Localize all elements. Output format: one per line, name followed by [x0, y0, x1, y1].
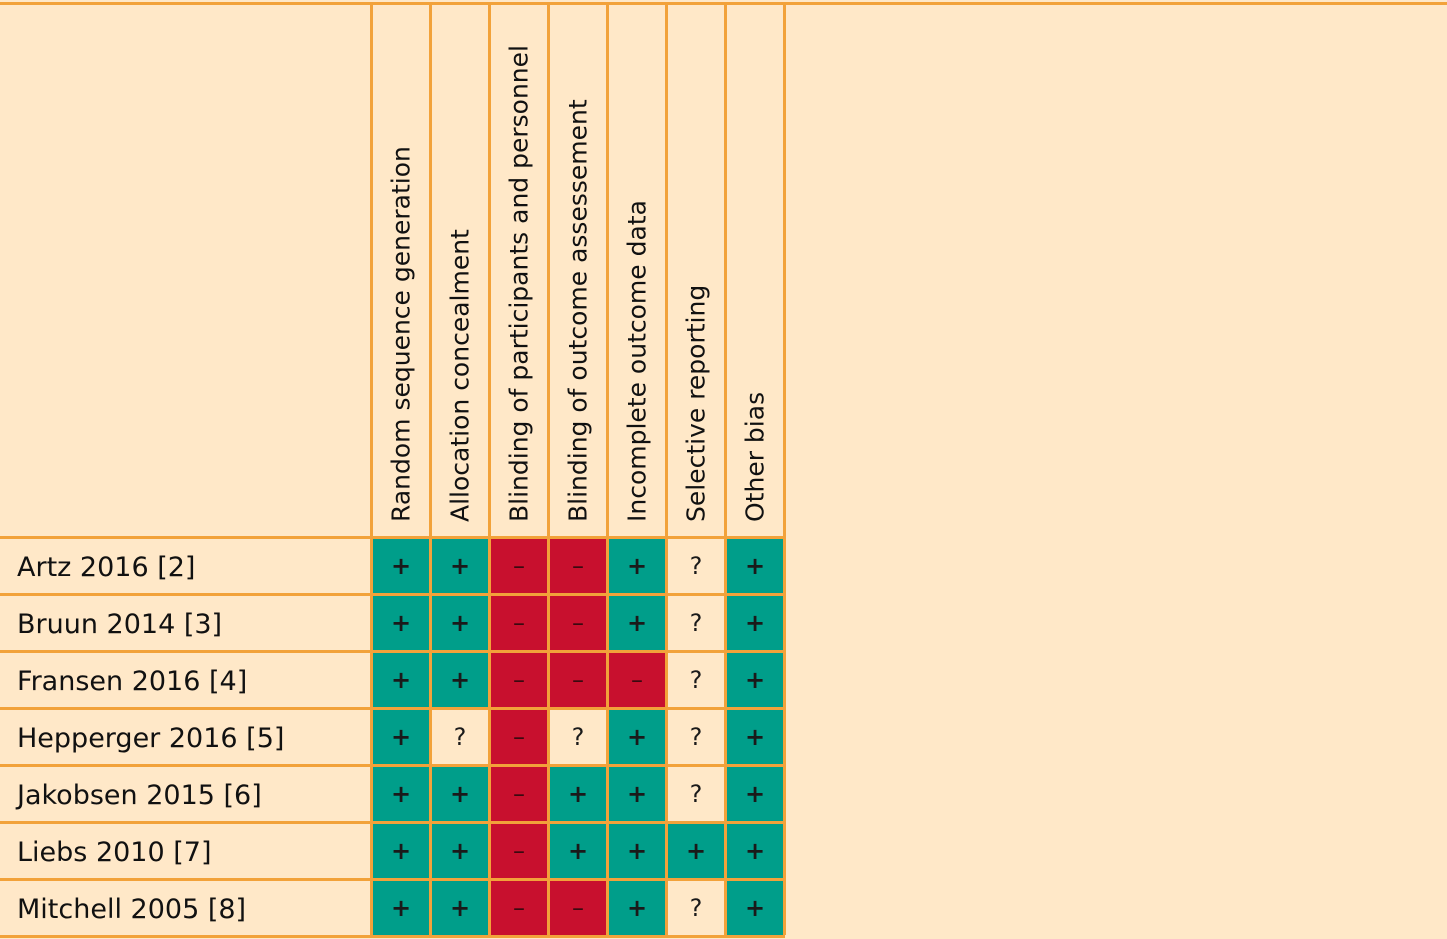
study-label: Fransen 2016 [4]: [17, 666, 248, 697]
rating-cell-low: +: [373, 881, 429, 935]
row-divider: [0, 650, 785, 653]
rating-cell-high: –: [609, 653, 665, 707]
rating-cell-low: +: [373, 653, 429, 707]
column-header: Other bias: [727, 5, 783, 522]
rating-cell-low: +: [727, 881, 783, 935]
rating-cell-high: –: [491, 824, 547, 878]
rating-cell-low: +: [609, 539, 665, 593]
column-header: Incomplete outcome data: [609, 5, 665, 522]
rating-cell-low: +: [432, 881, 488, 935]
rating-cell-low: +: [432, 824, 488, 878]
row-divider: [0, 707, 785, 710]
rating-cell-high: –: [491, 767, 547, 821]
column-header: Blinding of outcome assessement: [550, 5, 606, 522]
rating-cell-low: +: [609, 596, 665, 650]
column-header: Allocation concealment: [432, 5, 488, 522]
rating-cell-high: –: [550, 653, 606, 707]
rating-cell-low: +: [550, 824, 606, 878]
column-header: Blinding of participants and personnel: [491, 5, 547, 522]
rating-cell-unclear: ?: [432, 710, 488, 764]
rating-cell-low: +: [373, 539, 429, 593]
rating-cell-low: +: [727, 596, 783, 650]
rating-cell-unclear: ?: [550, 710, 606, 764]
rating-cell-high: –: [550, 539, 606, 593]
column-divider: [429, 2, 432, 935]
rating-cell-low: +: [432, 767, 488, 821]
column-divider: [547, 2, 550, 935]
study-label: Artz 2016 [2]: [17, 552, 196, 583]
rating-cell-low: +: [727, 539, 783, 593]
rating-cell-low: +: [432, 539, 488, 593]
column-header: Selective reporting: [668, 5, 724, 522]
row-divider: [0, 821, 785, 824]
rating-cell-low: +: [432, 653, 488, 707]
row-divider: [0, 536, 785, 539]
rating-cell-low: +: [727, 710, 783, 764]
column-header-label: Other bias: [740, 391, 770, 522]
column-header-label: Selective reporting: [681, 284, 711, 522]
rating-cell-low: +: [609, 824, 665, 878]
rating-cell-high: –: [491, 710, 547, 764]
rating-cell-low: +: [727, 824, 783, 878]
rating-cell-low: +: [668, 824, 724, 878]
column-header-label: Blinding of outcome assessement: [563, 99, 593, 522]
rating-cell-low: +: [727, 653, 783, 707]
rating-cell-high: –: [491, 596, 547, 650]
row-divider: [0, 764, 785, 767]
column-header-label: Blinding of participants and personnel: [504, 45, 534, 522]
rating-cell-low: +: [609, 767, 665, 821]
rating-cell-unclear: ?: [668, 881, 724, 935]
row-divider: [0, 935, 785, 938]
study-label: Mitchell 2005 [8]: [17, 894, 247, 925]
rating-cell-high: –: [491, 539, 547, 593]
column-divider: [724, 2, 727, 935]
rating-cell-low: +: [727, 767, 783, 821]
rating-cell-low: +: [373, 596, 429, 650]
column-divider: [665, 2, 668, 935]
column-divider: [370, 2, 373, 935]
rating-cell-high: –: [550, 596, 606, 650]
rating-cell-unclear: ?: [668, 653, 724, 707]
rating-cell-unclear: ?: [668, 710, 724, 764]
rating-cell-low: +: [432, 596, 488, 650]
rating-cell-high: –: [491, 653, 547, 707]
top-border: [0, 2, 1447, 5]
study-label: Bruun 2014 [3]: [17, 609, 223, 640]
study-label: Hepperger 2016 [5]: [17, 723, 285, 754]
column-header-label: Random sequence generation: [386, 146, 416, 522]
column-header-label: Allocation concealment: [445, 229, 475, 522]
rating-cell-low: +: [373, 710, 429, 764]
column-header-label: Incomplete outcome data: [622, 200, 652, 522]
rating-cell-low: +: [373, 767, 429, 821]
rating-cell-low: +: [609, 710, 665, 764]
study-label: Jakobsen 2015 [6]: [17, 780, 262, 811]
rating-cell-unclear: ?: [668, 596, 724, 650]
rating-cell-low: +: [373, 824, 429, 878]
rating-cell-unclear: ?: [668, 767, 724, 821]
column-header: Random sequence generation: [373, 5, 429, 522]
study-label: Liebs 2010 [7]: [17, 837, 212, 868]
rating-cell-high: –: [550, 881, 606, 935]
column-divider: [488, 2, 491, 935]
column-divider: [783, 2, 786, 935]
row-divider: [0, 878, 785, 881]
row-divider: [0, 593, 785, 596]
rating-cell-unclear: ?: [668, 539, 724, 593]
rating-cell-low: +: [609, 881, 665, 935]
rating-cell-high: –: [491, 881, 547, 935]
rating-cell-low: +: [550, 767, 606, 821]
column-divider: [606, 2, 609, 935]
